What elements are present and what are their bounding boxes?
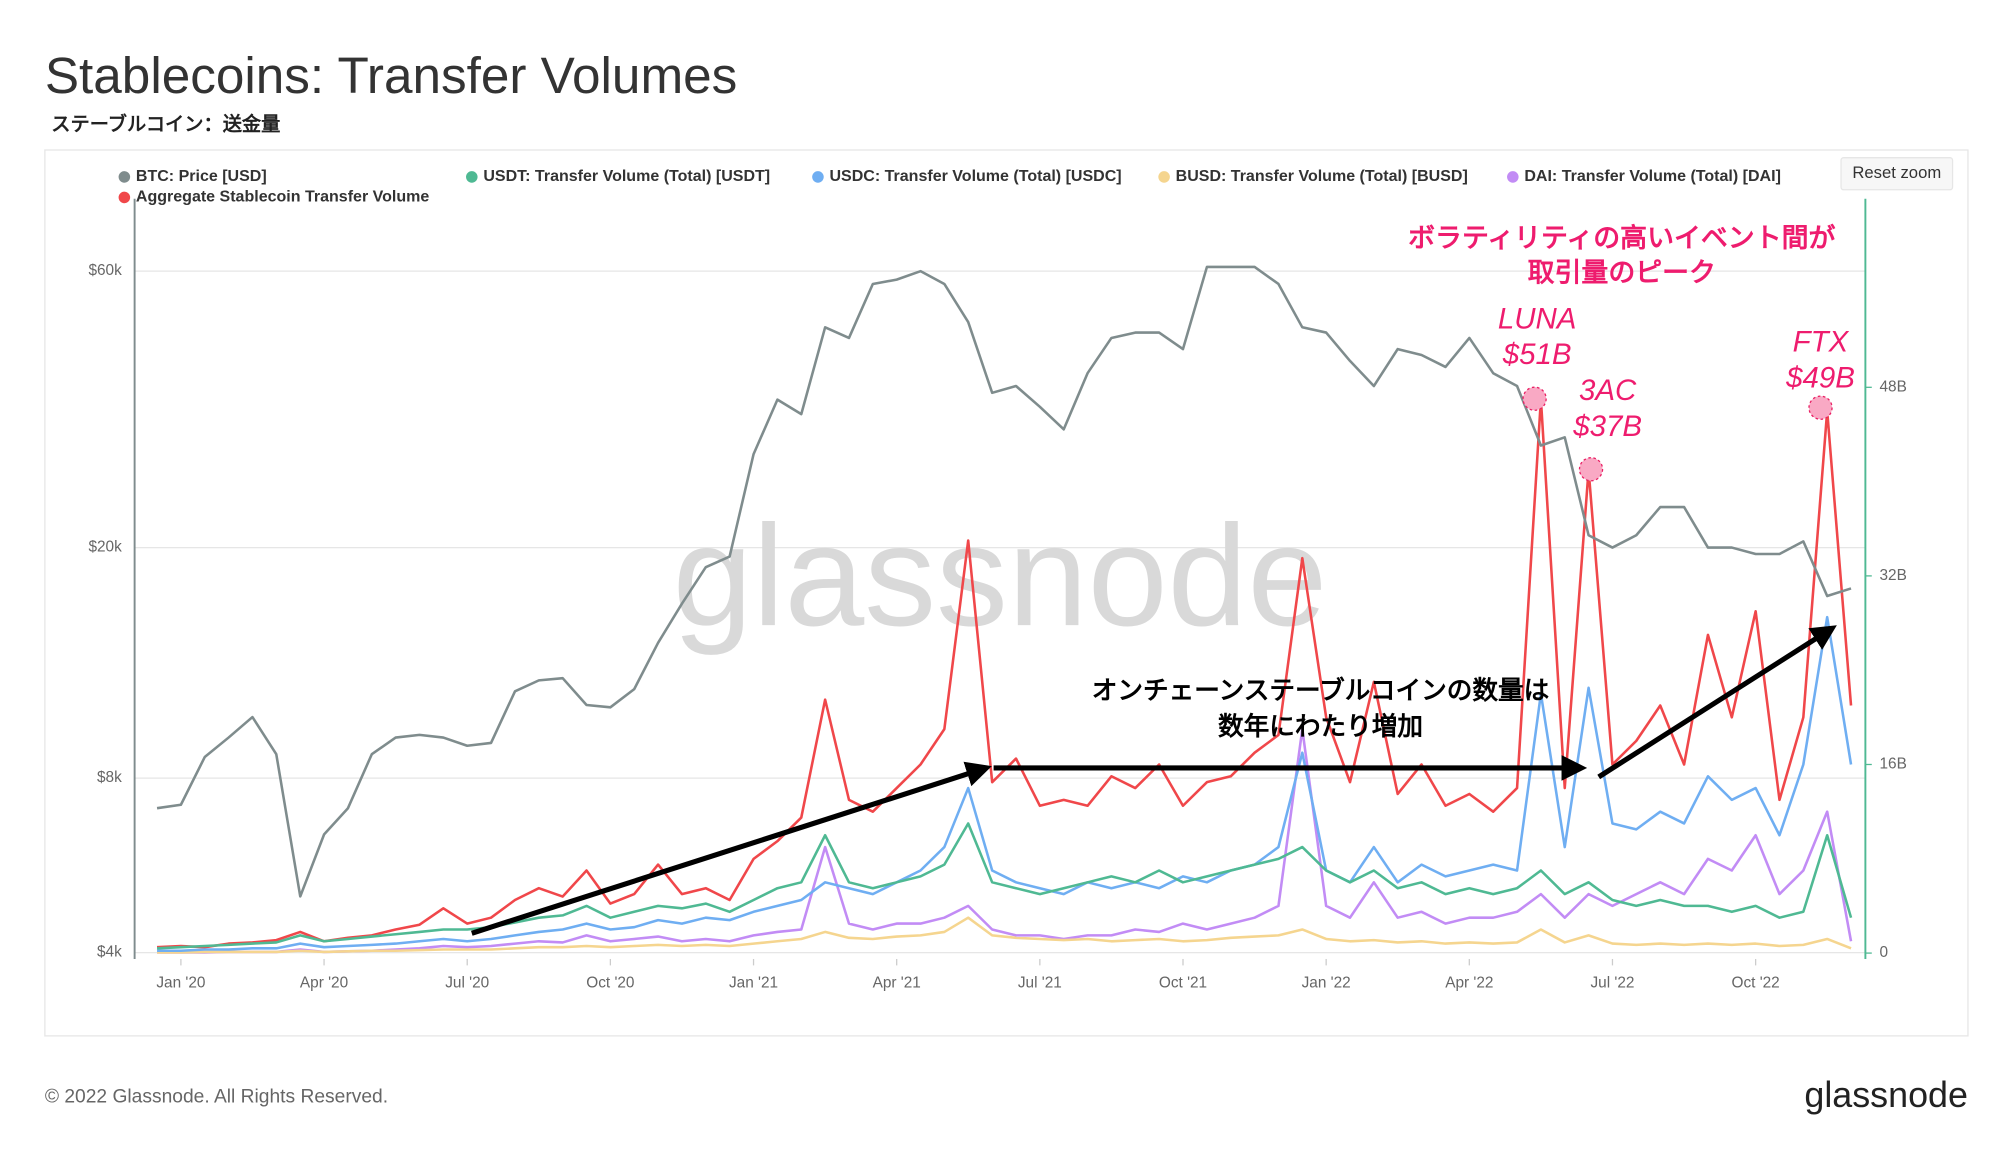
watermark: glassnode (673, 496, 1328, 656)
footer-copyright: © 2022 Glassnode. All Rights Reserved. (45, 1087, 388, 1108)
annotation: 取引量のピーク (1528, 257, 1716, 287)
legend-label: DAI: Transfer Volume (Total) [DAI] (1524, 167, 1781, 185)
annotation: LUNA (1498, 302, 1577, 335)
annotation: $37B (1572, 410, 1642, 443)
annotation-layer (471, 386, 1837, 936)
x-tick-label: Jul '20 (445, 974, 489, 991)
axes: $4k $8k $20k $60k 0 16B 32B 48B Jan '20 Apr '20 Ju… (88, 262, 1906, 991)
chart-title: Stablecoins: Transfer Volumes (45, 47, 737, 104)
x-tick-label: Oct '20 (586, 974, 634, 991)
series-line (156, 265, 1852, 898)
footer-logo: glassnode (1804, 1075, 1968, 1115)
y-tick-label: $20k (88, 539, 122, 556)
y2-tick-label: 16B (1879, 756, 1906, 773)
legend-marker (118, 171, 131, 183)
peak-marker (1522, 386, 1547, 411)
legend-marker (1507, 171, 1519, 183)
x-tick-label: Oct '22 (1732, 974, 1780, 991)
arrow (1597, 625, 1837, 780)
x-tick-label: Jul '21 (1018, 974, 1062, 991)
legend-label: BUSD: Transfer Volume (Total) [BUSD] (1176, 167, 1468, 185)
y2-tick-label: 0 (1879, 944, 1888, 961)
annotation: $51B (1502, 338, 1572, 371)
legend-label: USDC: Transfer Volume (Total) [USDC] (829, 167, 1121, 185)
series-line (157, 615, 1853, 953)
y-tick-label: $4k (97, 944, 122, 961)
y2-tick-label: 32B (1879, 567, 1906, 584)
legend: BTC: Price [USD] USDT: Transfer Volume (T… (118, 167, 1781, 206)
x-tick-label: Jan '21 (729, 974, 778, 991)
chart-subtitle: ステーブルコイン：送金量 (51, 113, 280, 136)
x-tick-label: Apr '21 (873, 974, 921, 991)
annotation: FTX (1793, 325, 1850, 358)
legend-label: USDT: Transfer Volume (Total) [USDT] (483, 167, 770, 185)
legend-marker (466, 171, 478, 183)
legend-label: BTC: Price [USD] (136, 167, 267, 185)
arrow (471, 761, 992, 936)
series-line (157, 727, 1853, 954)
annotation: ボラティリティの高いイベント間が (1408, 222, 1835, 253)
annotation: $49B (1785, 361, 1855, 394)
x-tick-label: Apr '22 (1445, 974, 1493, 991)
y-tick-label: $60k (88, 262, 122, 279)
series-line (157, 916, 1852, 954)
x-tick-label: Jan '22 (1302, 974, 1351, 991)
legend-marker (812, 171, 824, 183)
legend-marker (118, 191, 131, 204)
series-line (156, 822, 1853, 950)
x-tick-label: Apr '20 (300, 974, 348, 991)
x-tick-label: Jul '22 (1590, 974, 1634, 991)
x-tick-label: Jan '20 (156, 974, 205, 991)
y2-tick-label: 48B (1879, 378, 1906, 395)
peak-marker (1808, 395, 1833, 420)
legend-label: Aggregate Stablecoin Transfer Volume (136, 188, 429, 206)
reset-zoom-button[interactable]: Reset zoom (1840, 157, 1954, 191)
plot-lines (156, 265, 1853, 954)
peak-marker (1578, 457, 1604, 482)
button-label[interactable]: Reset zoom (1852, 163, 1941, 182)
annotation: 3AC (1579, 374, 1637, 407)
button-bg[interactable] (1840, 157, 1954, 191)
annotation: 数年にわたり増加 (1218, 711, 1423, 741)
annotation: オンチェーンステーブルコインの数量は (1092, 675, 1549, 705)
legend-marker (1158, 171, 1170, 183)
x-tick-label: Oct '21 (1159, 974, 1207, 991)
y-tick-label: $8k (97, 769, 122, 786)
